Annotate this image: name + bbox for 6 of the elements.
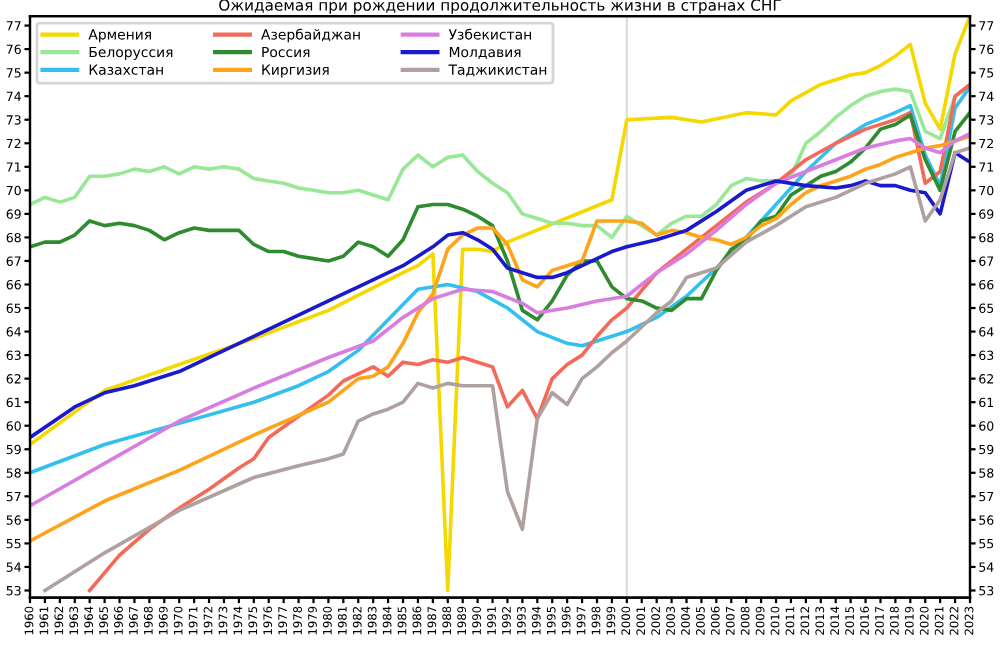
- line-series: [30, 84, 970, 240]
- line-series: [30, 16, 970, 593]
- line-series: [30, 84, 970, 475]
- line-series: [30, 110, 970, 322]
- line-series: [87, 82, 970, 593]
- line-series: [30, 150, 970, 440]
